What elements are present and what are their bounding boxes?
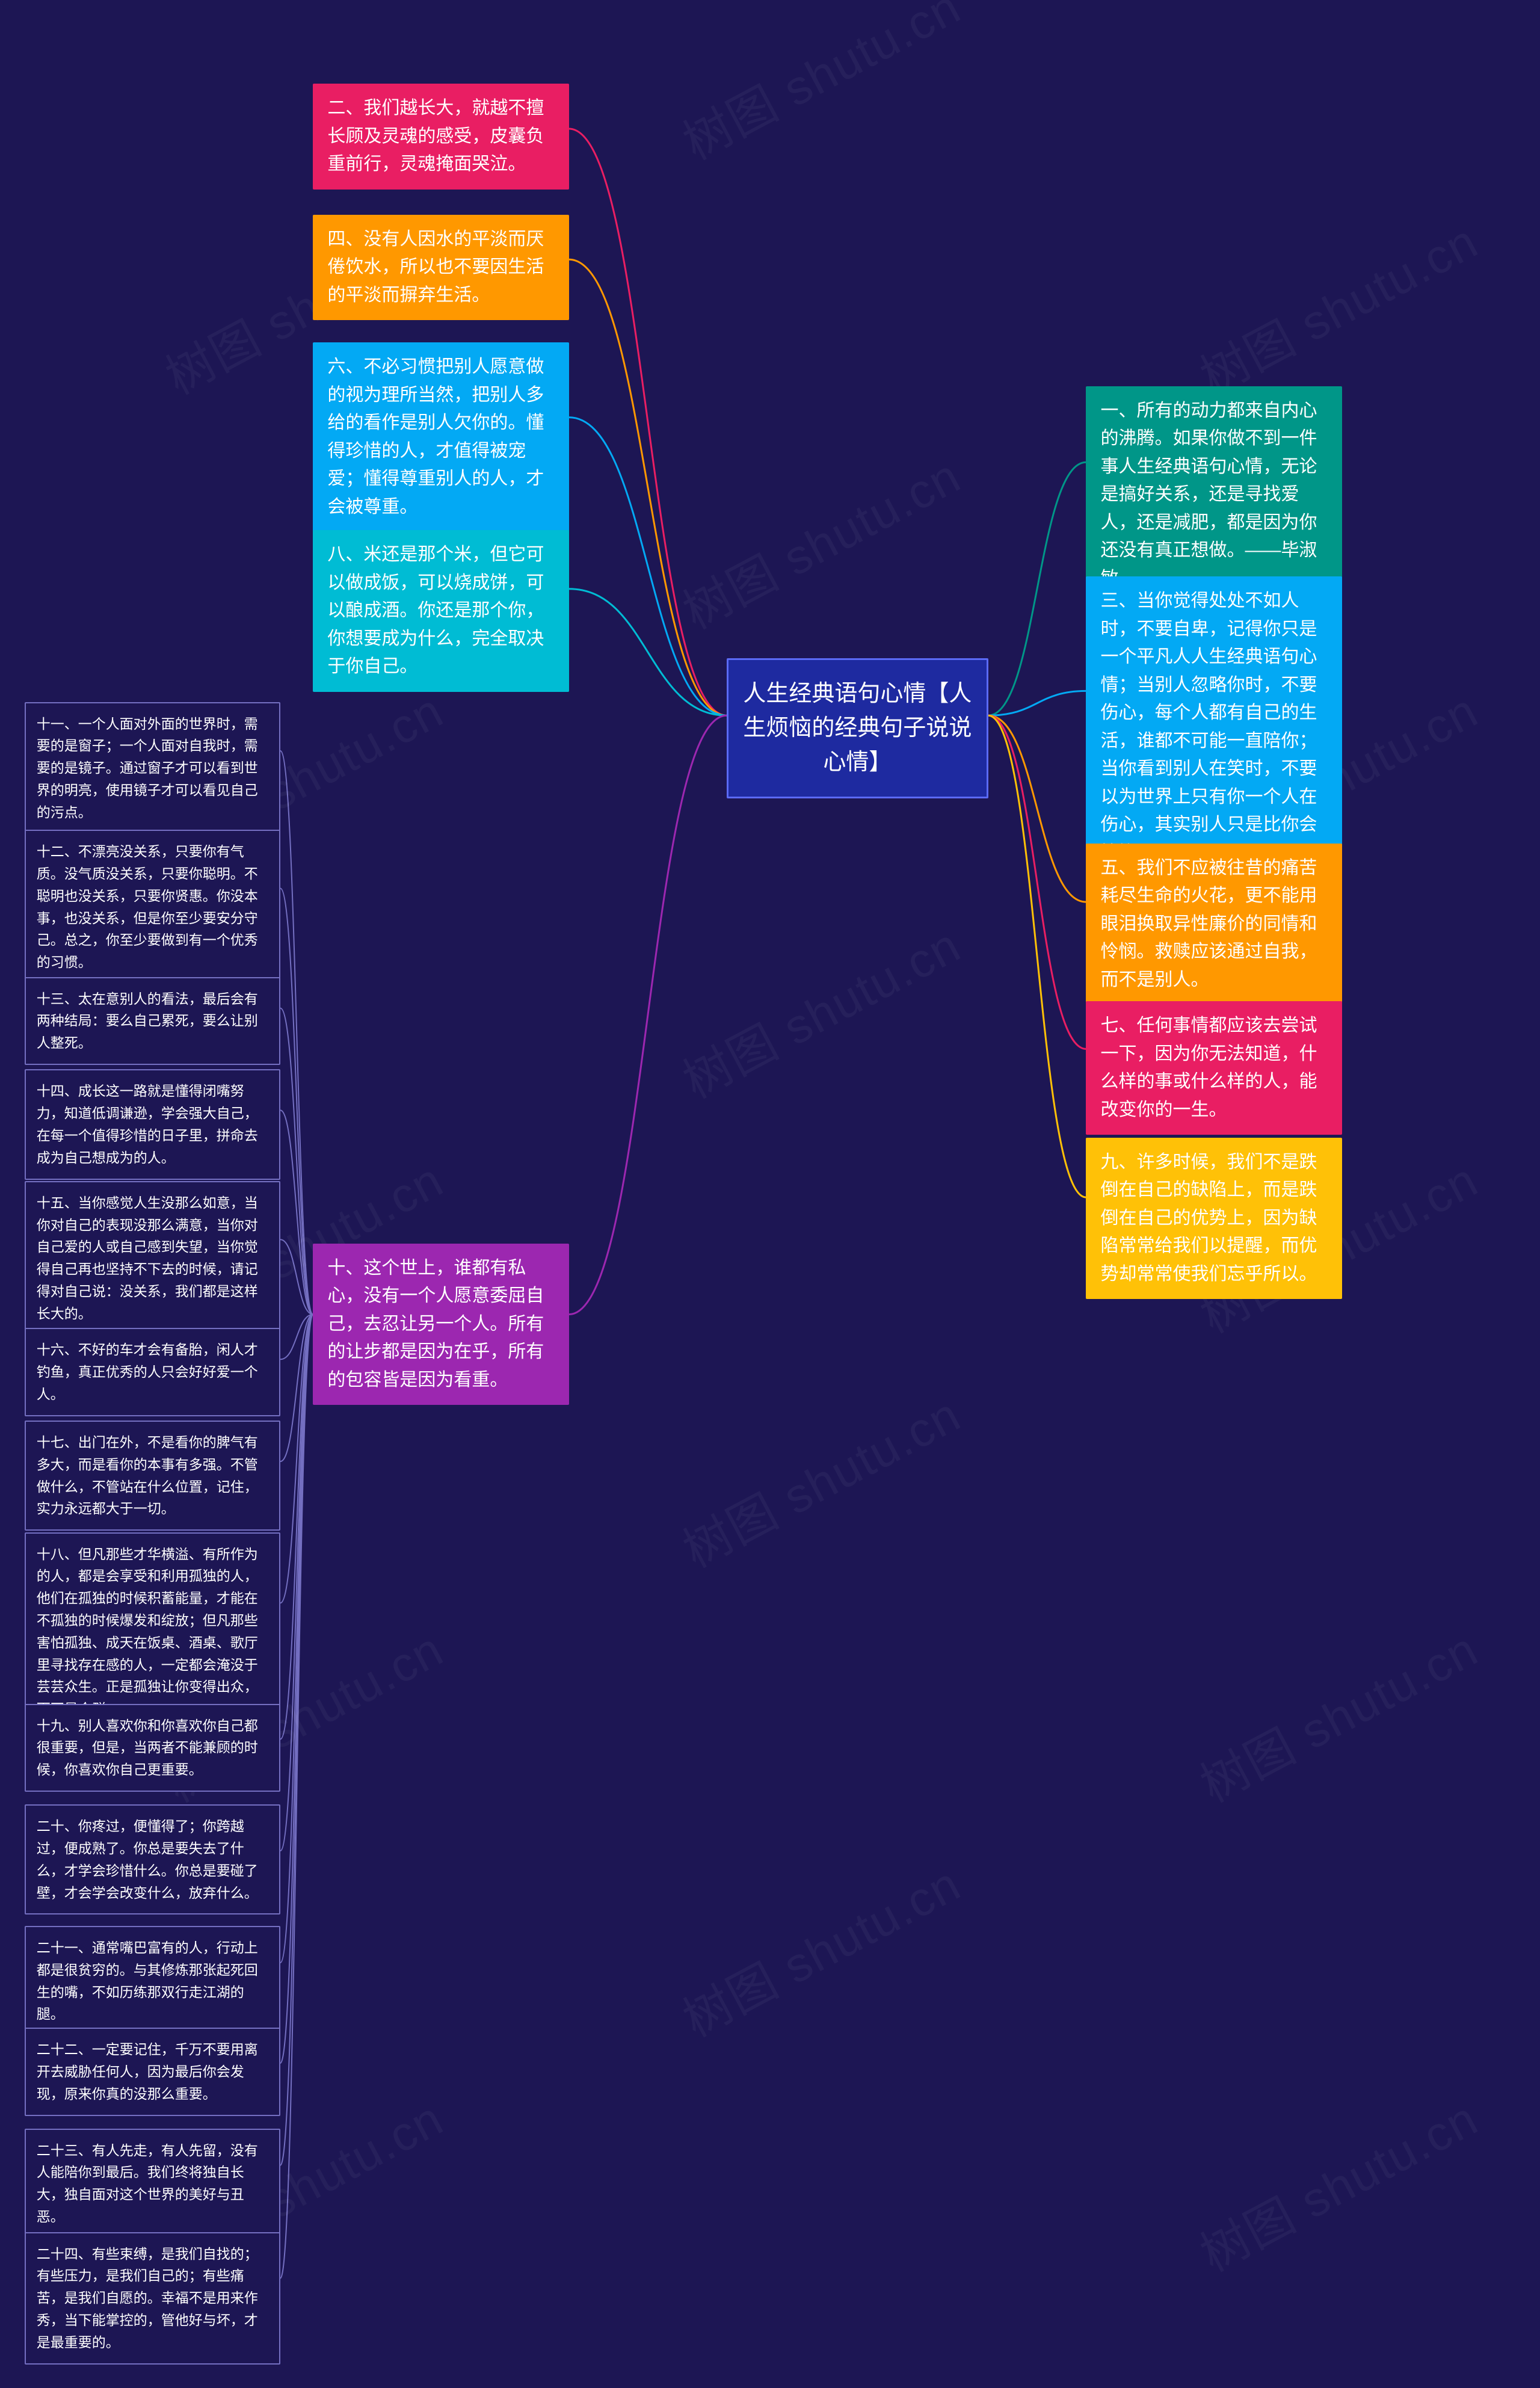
watermark: 树图 shutu.cn (669, 1377, 971, 1581)
node-s18: 十八、但凡那些才华横溢、有所作为的人，都是会享受和利用孤独的人，他们在孤独的时候… (25, 1532, 280, 1731)
node-n4: 四、没有人因水的平淡而厌倦饮水，所以也不要因生活的平淡而摒弃生活。 (313, 215, 568, 321)
edge (280, 751, 313, 1315)
edge (988, 715, 1086, 1197)
edge (280, 1315, 313, 1963)
node-n6: 六、不必习惯把别人愿意做的视为理所当然，把别人多给的看作是别人欠你的。懂得珍惜的… (313, 342, 568, 532)
node-text: 十三、太在意别人的看法，最后会有两种结局：要么自己累死，要么让别人整死。 (37, 991, 258, 1051)
node-n9: 九、许多时候，我们不是跌倒在自己的缺陷上，而是跌倒在自己的优势上，因为缺陷常常给… (1086, 1138, 1341, 1300)
node-s14: 十四、成长这一路就是懂得闭嘴努力，知道低调谦逊，学会强大自己，在每一个值得珍惜的… (25, 1069, 280, 1179)
watermark: 树图 shutu.cn (669, 438, 971, 643)
edge (280, 1008, 313, 1315)
edge (280, 1315, 313, 1360)
watermark: 树图 shutu.cn (1186, 203, 1488, 408)
watermark: 树图 shutu.cn (1186, 1611, 1488, 1816)
node-s12: 十二、不漂亮没关系，只要你有气质。没气质没关系，只要你聪明。不聪明也没关系，只要… (25, 830, 280, 984)
node-s15: 十五、当你感觉人生没那么如意，当你对自己的表现没那么满意，当你对自己爱的人或自己… (25, 1181, 280, 1336)
node-text: 二十、你疼过，便懂得了；你跨越过，便成熟了。你总是要失去了什么，才学会珍惜什么。… (37, 1818, 258, 1900)
node-text: 人生经典语句心情【人生烦恼的经典句子说说心情】 (743, 681, 972, 775)
edge (569, 589, 727, 715)
node-text: 七、任何事情都应该去尝试一下，因为你无法知道，什么样的事或什么样的人，能改变你的… (1100, 1016, 1317, 1120)
node-text: 十八、但凡那些才华横溢、有所作为的人，都是会享受和利用孤独的人，他们在孤独的时候… (37, 1546, 258, 1717)
node-s21: 二十一、通常嘴巴富有的人，行动上都是很贫穷的。与其修炼那张起死回生的嘴，不如历练… (25, 1926, 280, 2036)
edge (280, 1315, 313, 2165)
node-text: 十六、不好的车才会有备胎，闲人才钓鱼，真正优秀的人只会好好爱一个人。 (37, 1342, 258, 1402)
node-text: 三、当你觉得处处不如人时，不要自卑，记得你只是一个平凡人人生经典语句心情；当别人… (1100, 591, 1317, 863)
edge (280, 1239, 313, 1314)
node-text: 二十四、有些束缚，是我们自找的；有些压力，是我们自己的；有些痛苦，是我们自愿的。… (37, 2246, 258, 2350)
node-text: 一、所有的动力都来自内心的沸腾。如果你做不到一件事人生经典语句心情，无论是搞好关… (1100, 401, 1317, 588)
node-s11: 十一、一个人面对外面的世界时，需要的是窗子；一个人面对自我时，需要的是镜子。通过… (25, 702, 280, 835)
node-center: 人生经典语句心情【人生烦恼的经典句子说说心情】 (727, 658, 988, 798)
node-text: 十四、成长这一路就是懂得闭嘴努力，知道低调谦逊，学会强大自己，在每一个值得珍惜的… (37, 1083, 258, 1165)
edge (280, 1315, 313, 1603)
watermark: 树图 shutu.cn (669, 1846, 971, 2050)
mindmap-canvas: 树图 shutu.cn 树图 shutu.cn 树图 shutu.cn 树图 shut… (0, 0, 1540, 2388)
node-text: 二、我们越长大，就越不擅长顾及灵魂的感受，皮囊负重前行，灵魂掩面哭泣。 (327, 98, 544, 174)
edge (280, 1315, 313, 1851)
watermark: 树图 shutu.cn (669, 907, 971, 1112)
node-text: 十九、别人喜欢你和你喜欢你自己都很重要，但是，当两者不能兼顾的时候，你喜欢你自己… (37, 1718, 258, 1778)
node-n10: 十、这个世上，谁都有私心，没有一个人愿意委屈自己，去忍让另一个人。所有的让步都是… (313, 1244, 568, 1405)
node-text: 四、没有人因水的平淡而厌倦饮水，所以也不要因生活的平淡而摒弃生活。 (327, 229, 544, 305)
watermark: 树图 shutu.cn (1186, 2081, 1488, 2285)
node-s13: 十三、太在意别人的看法，最后会有两种结局：要么自己累死，要么让别人整死。 (25, 977, 280, 1065)
node-text: 六、不必习惯把别人愿意做的视为理所当然，把别人多给的看作是别人欠你的。懂得珍惜的… (327, 357, 544, 517)
edge (988, 715, 1086, 1049)
node-n1: 一、所有的动力都来自内心的沸腾。如果你做不到一件事人生经典语句心情，无论是搞好关… (1086, 386, 1341, 604)
edge (280, 888, 313, 1314)
node-text: 五、我们不应被往昔的痛苦耗尽生命的火花，更不能用眼泪换取异性廉价的同情和怜悯。救… (1100, 858, 1317, 990)
edge (280, 1315, 313, 2063)
node-n8: 八、米还是那个米，但它可以做成饭，可以烧成饼，可以酿成酒。你还是那个你，你想要成… (313, 530, 568, 692)
edge (569, 418, 727, 715)
node-text: 九、许多时候，我们不是跌倒在自己的缺陷上，而是跌倒在自己的优势上，因为缺陷常常给… (1100, 1152, 1317, 1284)
node-text: 十五、当你感觉人生没那么如意，当你对自己的表现没那么满意，当你对自己爱的人或自己… (37, 1195, 258, 1321)
edge (988, 715, 1086, 902)
edge (280, 1315, 313, 1461)
edge (988, 462, 1086, 715)
edge (280, 1315, 313, 2278)
node-text: 十七、出门在外，不是看你的脾气有多大，而是看你的本事有多强。不管做什么，不管站在… (37, 1434, 258, 1516)
node-n5: 五、我们不应被往昔的痛苦耗尽生命的火花，更不能用眼泪换取异性廉价的同情和怜悯。救… (1086, 844, 1341, 1005)
node-s23: 二十三、有人先走，有人先留，没有人能陪你到最后。我们终将独自长大，独自面对这个世… (25, 2129, 280, 2239)
node-n3: 三、当你觉得处处不如人时，不要自卑，记得你只是一个平凡人人生经典语句心情；当别人… (1086, 576, 1341, 878)
node-text: 二十一、通常嘴巴富有的人，行动上都是很贫穷的。与其修炼那张起死回生的嘴，不如历练… (37, 1940, 258, 2022)
edge (280, 1110, 313, 1314)
node-text: 二十三、有人先走，有人先留，没有人能陪你到最后。我们终将独自长大，独自面对这个世… (37, 2143, 258, 2224)
node-n7: 七、任何事情都应该去尝试一下，因为你无法知道，什么样的事或什么样的人，能改变你的… (1086, 1001, 1341, 1135)
watermark: 树图 shutu.cn (669, 0, 971, 173)
node-s17: 十七、出门在外，不是看你的脾气有多大，而是看你的本事有多强。不管做什么，不管站在… (25, 1421, 280, 1531)
node-text: 二十二、一定要记住，千万不要用离开去威胁任何人，因为最后你会发现，原来你真的没那… (37, 2041, 258, 2102)
node-text: 十一、一个人面对外面的世界时，需要的是窗子；一个人面对自我时，需要的是镜子。通过… (37, 716, 258, 820)
node-n2: 二、我们越长大，就越不擅长顾及灵魂的感受，皮囊负重前行，灵魂掩面哭泣。 (313, 84, 568, 190)
edge (988, 691, 1086, 715)
node-s19: 十九、别人喜欢你和你喜欢你自己都很重要，但是，当两者不能兼顾的时候，你喜欢你自己… (25, 1704, 280, 1792)
node-text: 十、这个世上，谁都有私心，没有一个人愿意委屈自己，去忍让另一个人。所有的让步都是… (327, 1258, 544, 1390)
node-s16: 十六、不好的车才会有备胎，闲人才钓鱼，真正优秀的人只会好好爱一个人。 (25, 1328, 280, 1416)
node-s20: 二十、你疼过，便懂得了；你跨越过，便成熟了。你总是要失去了什么，才学会珍惜什么。… (25, 1804, 280, 1914)
node-text: 八、米还是那个米，但它可以做成饭，可以烧成饼，可以酿成酒。你还是那个你，你想要成… (327, 545, 544, 676)
edge (280, 1315, 313, 1739)
node-s22: 二十二、一定要记住，千万不要用离开去威胁任何人，因为最后你会发现，原来你真的没那… (25, 2028, 280, 2115)
edge (569, 259, 727, 715)
edge (569, 715, 727, 1315)
edge (569, 129, 727, 715)
node-text: 十二、不漂亮没关系，只要你有气质。没气质没关系，只要你聪明。不聪明也没关系，只要… (37, 844, 258, 970)
node-s24: 二十四、有些束缚，是我们自找的；有些压力，是我们自己的；有些痛苦，是我们自愿的。… (25, 2232, 280, 2365)
